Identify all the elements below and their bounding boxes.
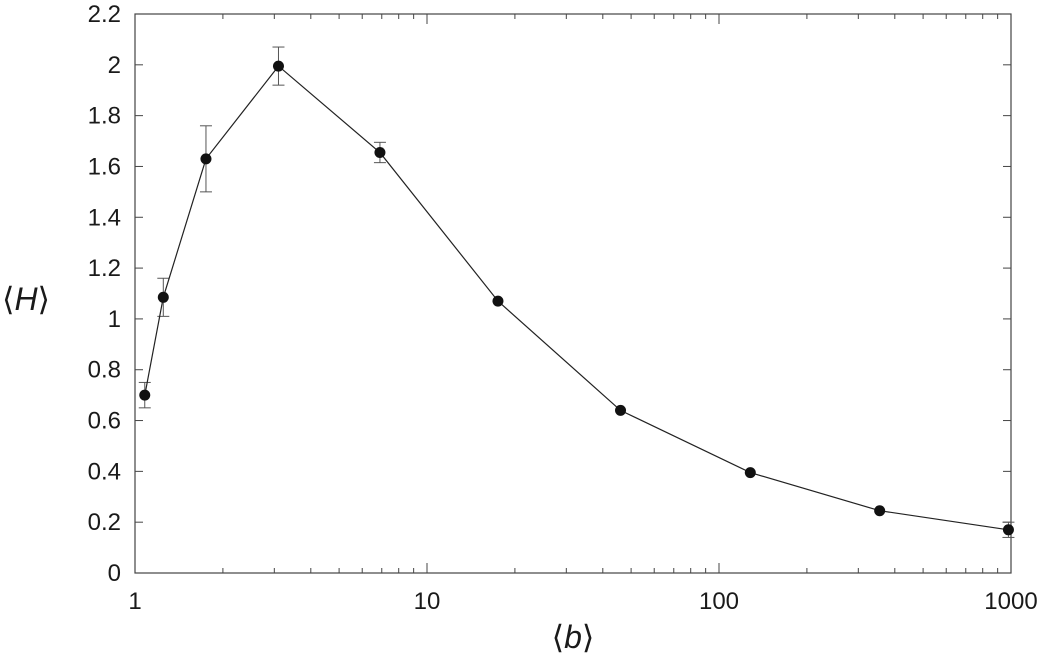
data-point <box>157 291 169 303</box>
data-point <box>1002 524 1014 536</box>
axis-tick-labels: 0 0.2 0.4 0.6 0.8 1 1.2 1.4 1.6 1.8 2 2.2 1 10 100 1000 <box>88 1 1038 615</box>
data-point <box>374 146 386 158</box>
data-point <box>615 404 627 416</box>
y-tick-label: 1 <box>108 306 121 333</box>
y-tick-label: 1.4 <box>88 204 121 231</box>
data-points <box>139 60 1014 536</box>
axis-ticks <box>134 13 1012 574</box>
y-tick-label: 1.8 <box>88 103 121 130</box>
y-tick-label: 0.2 <box>88 509 121 536</box>
data-point <box>272 60 284 72</box>
y-tick-label: 1.2 <box>88 255 121 282</box>
plot-frame <box>134 13 1012 574</box>
x-axis-label: ⟨b⟩ <box>552 619 595 655</box>
y-tick-label: 2 <box>108 52 121 79</box>
error-bars <box>138 46 1015 538</box>
y-tick-label: 2.2 <box>88 1 121 28</box>
data-point <box>744 467 756 479</box>
data-point <box>492 295 504 307</box>
y-tick-label: 0.4 <box>88 458 121 485</box>
data-point <box>874 505 886 517</box>
x-tick-label: 1000 <box>984 588 1037 615</box>
data-point <box>139 389 151 401</box>
data-point <box>200 153 212 165</box>
y-tick-label: 1.6 <box>88 153 121 180</box>
y-tick-label: 0.6 <box>88 408 121 435</box>
x-tick-label: 10 <box>414 588 441 615</box>
y-tick-label: 0.8 <box>88 357 121 384</box>
x-tick-label: 1 <box>128 588 141 615</box>
y-tick-label: 0 <box>108 560 121 587</box>
y-axis-label: ⟨H⟩ <box>2 281 50 317</box>
series-line <box>144 65 1009 531</box>
x-tick-label: 100 <box>699 588 739 615</box>
